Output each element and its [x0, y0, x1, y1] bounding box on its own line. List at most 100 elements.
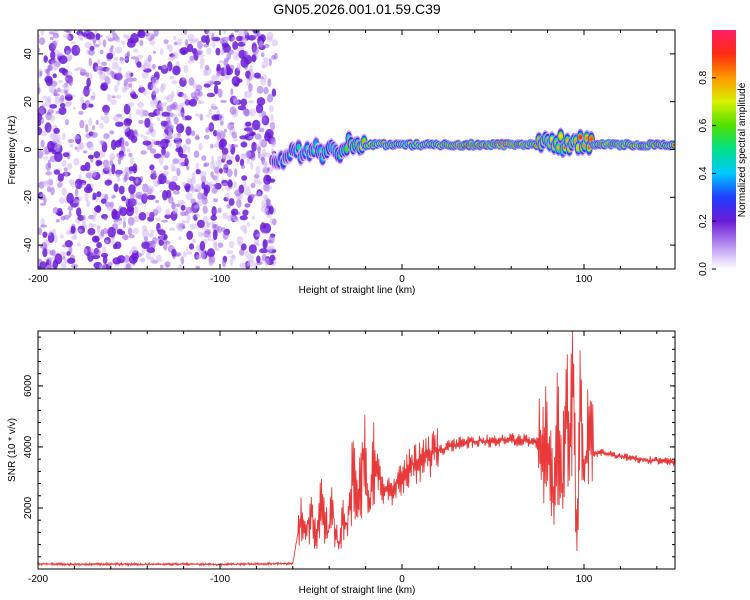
- heatmap-cell: [81, 102, 87, 110]
- heatmap-cell: [133, 206, 139, 215]
- heatmap-cell: [146, 247, 155, 254]
- heatmap-cell: [108, 206, 114, 212]
- heatmap-cell: [214, 173, 219, 183]
- heatmap-cell: [271, 55, 276, 60]
- heatmap-cell: [102, 39, 107, 48]
- heatmap-cell: [205, 114, 210, 118]
- heatmap-cell: [120, 40, 126, 46]
- heatmap-cell: [141, 247, 145, 256]
- heatmap-cell: [228, 156, 235, 160]
- heatmap-cell: [168, 196, 174, 204]
- heatmap-cell: [103, 162, 110, 172]
- heatmap-cell: [215, 160, 223, 166]
- heatmap-cell: [268, 105, 274, 113]
- heatmap-cell: [186, 165, 190, 171]
- heatmap-cell: [58, 107, 67, 115]
- heatmap-cell: [140, 64, 146, 71]
- heatmap-cell: [215, 47, 221, 56]
- heatmap-cell: [269, 137, 275, 142]
- heatmap-cell: [110, 139, 117, 151]
- heatmap-cell: [52, 73, 57, 79]
- heatmap-cell: [172, 190, 180, 195]
- heatmap-cell: [195, 265, 201, 269]
- heatmap-cell: [251, 54, 257, 63]
- heatmap-cell: [237, 30, 245, 38]
- heatmap-cell: [268, 58, 272, 67]
- heatmap-cell: [234, 168, 238, 178]
- heatmap-cell: [175, 252, 182, 257]
- heatmap-cell: [152, 50, 157, 54]
- x-tick-label: 100: [576, 574, 593, 585]
- heatmap-cell: [187, 59, 194, 64]
- heatmap-cell: [176, 222, 183, 230]
- heatmap-cell: [171, 80, 178, 85]
- heatmap-cell: [60, 251, 67, 257]
- heatmap-cell: [111, 163, 116, 175]
- heatmap-cell: [270, 123, 276, 132]
- heatmap-cell: [110, 45, 114, 50]
- heatmap-cell: [96, 58, 101, 65]
- heatmap-cell: [43, 55, 48, 63]
- heatmap-cell: [236, 62, 241, 71]
- heatmap-cell: [52, 138, 59, 144]
- heatmap-cell: [182, 251, 187, 257]
- heatmap-cell: [73, 157, 80, 166]
- heatmap-cell: [150, 229, 155, 234]
- heatmap-cell: [63, 167, 68, 172]
- heatmap-cell: [197, 231, 204, 238]
- heatmap-signal-ridge: [270, 127, 675, 172]
- heatmap-cell: [255, 103, 264, 114]
- heatmap-cell: [173, 41, 178, 46]
- heatmap-cell: [210, 160, 216, 170]
- heatmap-cell: [178, 199, 185, 206]
- heatmap-cell: [196, 199, 204, 207]
- colorbar: 0.0 0.2 0.4 0.6 0.8 Normalized spectral ampl…: [698, 30, 748, 276]
- heatmap-y-axis-label: Frequency (Hz): [7, 116, 18, 185]
- heatmap-cell: [149, 148, 157, 154]
- heatmap-cell: [166, 94, 174, 103]
- heatmap-cell: [260, 52, 265, 58]
- heatmap-cell: [255, 233, 261, 237]
- heatmap-cell: [127, 227, 133, 236]
- heatmap-cell: [185, 192, 193, 201]
- heatmap-cell: [195, 169, 201, 175]
- heatmap-cell: [141, 72, 149, 79]
- heatmap-cell: [263, 86, 269, 95]
- heatmap-cell: [173, 35, 177, 41]
- heatmap-cell: [128, 184, 136, 195]
- heatmap-cell: [194, 88, 201, 97]
- heatmap-cell: [95, 33, 101, 41]
- heatmap-cell: [150, 170, 157, 175]
- heatmap-cell: [64, 101, 72, 107]
- heatmap-cell: [207, 233, 211, 242]
- heatmap-cell: [239, 262, 247, 268]
- heatmap-cell: [195, 162, 199, 172]
- heatmap-cell: [98, 156, 102, 161]
- heatmap-cell: [62, 34, 70, 38]
- heatmap-cell: [79, 119, 85, 129]
- heatmap-cell: [100, 198, 107, 204]
- heatmap-cell: [80, 164, 87, 172]
- heatmap-cell: [149, 40, 156, 46]
- heatmap-cell: [153, 97, 158, 104]
- heatmap-cell: [156, 116, 161, 122]
- heatmap-cell: [90, 131, 98, 138]
- heatmap-cell: [155, 205, 162, 214]
- heatmap-cell: [261, 200, 265, 208]
- heatmap-cell: [101, 246, 107, 253]
- heatmap-cell: [189, 243, 194, 250]
- heatmap-cell: [197, 41, 203, 50]
- heatmap-cell: [135, 108, 141, 116]
- heatmap-cell: [147, 54, 152, 63]
- heatmap-cell: [166, 44, 170, 50]
- snr-x-axis-label: Height of straight line (km): [299, 585, 416, 596]
- heatmap-cell: [129, 155, 134, 165]
- heatmap-cell: [68, 78, 73, 87]
- heatmap-cell: [65, 119, 69, 126]
- heatmap-cell: [85, 123, 89, 133]
- heatmap-cell: [160, 120, 169, 127]
- heatmap-cell: [113, 183, 119, 193]
- heatmap-cell: [107, 226, 116, 238]
- heatmap-cell: [65, 230, 71, 235]
- x-tick-label: -200: [28, 274, 48, 285]
